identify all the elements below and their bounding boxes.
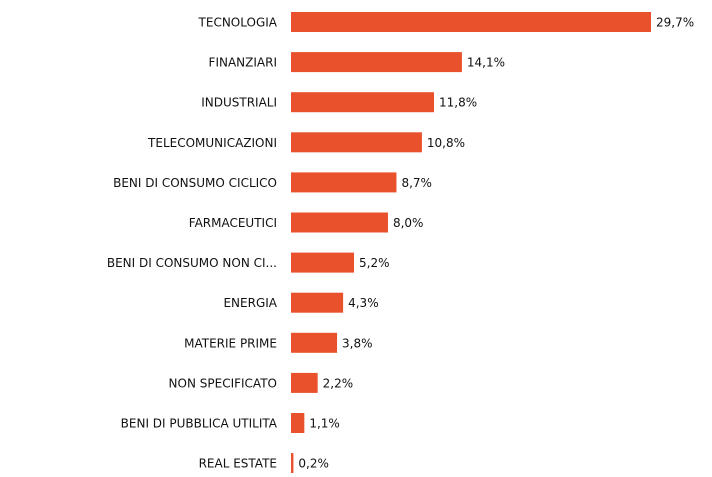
value-label: 2,2% bbox=[323, 376, 354, 390]
bar bbox=[291, 413, 305, 433]
value-label: 3,8% bbox=[342, 336, 373, 350]
bar bbox=[291, 132, 422, 153]
bar bbox=[291, 252, 355, 273]
category-label: BENI DI CONSUMO CICLICO bbox=[113, 176, 277, 190]
category-label: BENI DI PUBBLICA UTILITA bbox=[121, 417, 278, 431]
value-label: 10,8% bbox=[427, 136, 465, 150]
bar bbox=[291, 212, 388, 233]
bar bbox=[291, 292, 344, 313]
category-label: MATERIE PRIME bbox=[184, 336, 277, 350]
category-label: ENERGIA bbox=[223, 296, 277, 310]
category-label: INDUSTRIALI bbox=[201, 96, 277, 110]
bar bbox=[291, 332, 338, 353]
value-label: 5,2% bbox=[359, 256, 390, 270]
category-label: FINANZIARI bbox=[209, 56, 277, 70]
category-label: FARMACEUTICI bbox=[189, 216, 277, 230]
value-label: 8,7% bbox=[401, 176, 432, 190]
bar bbox=[291, 172, 397, 193]
value-label: 14,1% bbox=[467, 56, 505, 70]
value-label: 8,0% bbox=[393, 216, 424, 230]
category-label: BENI DI CONSUMO NON CI... bbox=[107, 256, 277, 270]
value-label: 29,7% bbox=[656, 16, 694, 30]
bar bbox=[291, 372, 318, 393]
value-label: 4,3% bbox=[348, 296, 379, 310]
value-label: 1,1% bbox=[309, 417, 340, 431]
bar bbox=[291, 453, 294, 474]
value-label: 11,8% bbox=[439, 96, 477, 110]
value-label: 0,2% bbox=[298, 457, 329, 471]
category-label: TECNOLOGIA bbox=[198, 16, 278, 30]
bar bbox=[291, 52, 462, 73]
bar bbox=[291, 12, 651, 32]
bar bbox=[291, 92, 435, 113]
category-label: NON SPECIFICATO bbox=[169, 376, 277, 390]
category-label: REAL ESTATE bbox=[199, 457, 277, 471]
category-label: TELECOMUNICAZIONI bbox=[147, 136, 277, 150]
